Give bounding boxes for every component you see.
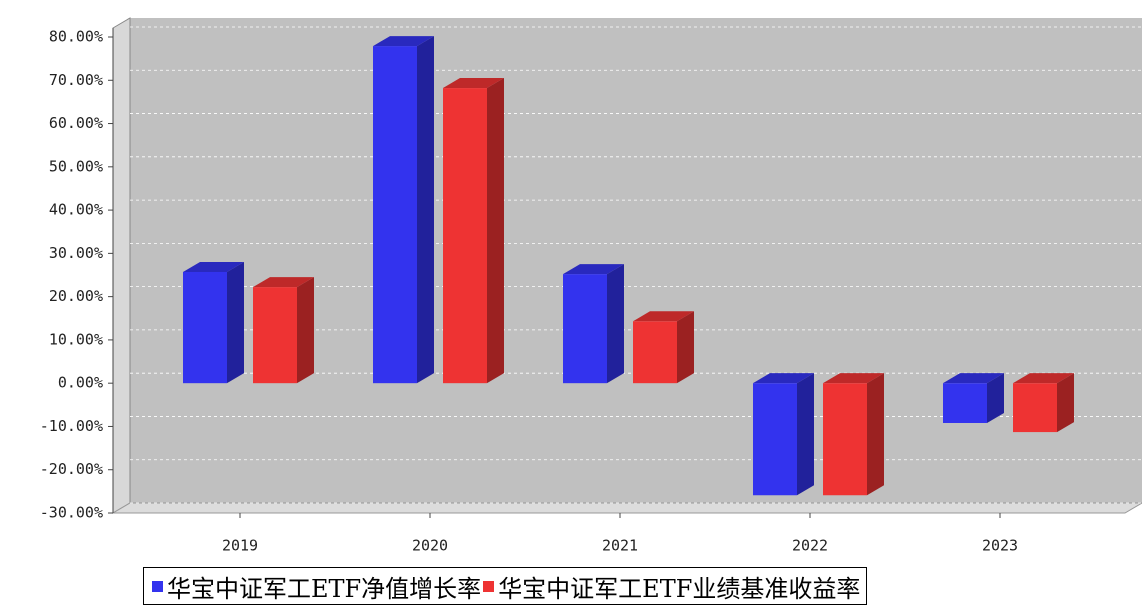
y-tick-label: 40.00% <box>49 201 103 219</box>
bar <box>563 274 607 384</box>
x-tick-label: 2021 <box>602 537 638 555</box>
bar <box>633 321 677 384</box>
y-tick-label: -10.00% <box>40 417 103 435</box>
legend-label: 华宝中证军工ETF业绩基准收益率 <box>498 574 861 603</box>
legend-swatch <box>483 580 495 592</box>
y-tick-label: 60.00% <box>49 114 103 132</box>
bar-side <box>297 277 314 384</box>
bar-side <box>607 264 624 384</box>
bar-side <box>1057 373 1074 433</box>
bar <box>943 383 987 423</box>
bar-side <box>987 373 1004 423</box>
chart: -30.00% -20.00% -10.00% 0.00% 10.00% 20.00% 30… <box>40 17 1142 555</box>
bar-top <box>443 78 504 89</box>
bar <box>373 46 417 384</box>
y-tick-label: -20.00% <box>40 460 103 478</box>
bar-top <box>253 277 314 288</box>
bar-side <box>867 373 884 496</box>
legend-swatch <box>152 580 163 592</box>
y-tick-label: 80.00% <box>49 28 103 46</box>
legend-label: 华宝中证军工ETF净值增长率 <box>167 574 482 603</box>
bar-top <box>823 373 884 384</box>
bar-side <box>677 311 694 384</box>
left-wall <box>112 17 131 514</box>
y-tick-label: 20.00% <box>49 287 103 305</box>
bar-top <box>1013 373 1074 384</box>
y-tick-label: 0.00% <box>58 374 103 392</box>
bar-top <box>943 373 1004 384</box>
bar-top <box>563 264 624 275</box>
bar <box>253 287 297 384</box>
bar-side <box>797 373 814 496</box>
bar <box>753 383 797 496</box>
bar-top <box>183 261 244 272</box>
floor <box>111 502 1142 514</box>
x-tick-label: 2019 <box>222 537 258 555</box>
y-tick-label: 70.00% <box>49 71 103 89</box>
bar-side <box>487 78 504 384</box>
bar <box>183 271 227 384</box>
bar <box>823 383 867 496</box>
bar-side <box>227 261 244 384</box>
back-wall <box>130 18 1142 503</box>
bar-top <box>373 36 434 47</box>
x-tick-label: 2023 <box>982 537 1018 555</box>
bar <box>443 88 487 384</box>
y-tick-label: 10.00% <box>49 330 103 348</box>
x-tick-label: 2020 <box>412 537 448 555</box>
y-tick-label: -30.00% <box>40 504 103 522</box>
bar-top <box>753 373 814 384</box>
y-tick-label: 30.00% <box>49 244 103 262</box>
x-tick-label: 2022 <box>792 537 828 555</box>
y-tick-label: 50.00% <box>49 157 103 175</box>
bar <box>1013 383 1057 433</box>
bar-side <box>417 36 434 384</box>
legend: 华宝中证军工ETF净值增长率 华宝中证军工ETF业绩基准收益率 <box>143 567 868 605</box>
bar-top <box>633 311 694 322</box>
